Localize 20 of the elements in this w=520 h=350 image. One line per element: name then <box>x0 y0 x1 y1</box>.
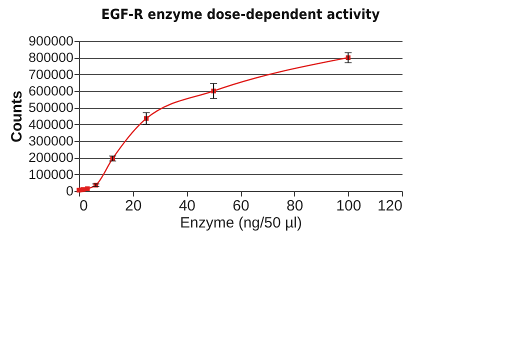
chart-title: EGF-R enzyme dose-dependent activity <box>101 7 380 23</box>
y-tick-label: 200000 <box>28 150 74 166</box>
y-axis-title: Counts <box>8 90 26 142</box>
y-tick-label: 400000 <box>28 116 74 132</box>
y-tick-label: 100000 <box>28 166 74 182</box>
x-tick-label: 60 <box>232 198 250 214</box>
x-axis-title: Enzyme (ng/50 µl) <box>180 214 302 232</box>
y-tick-label: 0 <box>66 184 74 198</box>
x-tick-label: 20 <box>124 198 142 214</box>
y-tick-label: 800000 <box>28 50 74 66</box>
x-tick-label: 100 <box>336 198 362 214</box>
x-tick-label: 80 <box>286 198 304 214</box>
x-tick-label: 40 <box>178 198 196 214</box>
y-tick-label: 300000 <box>28 134 74 148</box>
y-tick-label: 900000 <box>28 34 74 48</box>
x-tick-label: 0 <box>80 198 88 214</box>
x-tick-label: 120 <box>377 198 402 214</box>
y-tick-label: 500000 <box>28 100 74 116</box>
y-tick-label: 600000 <box>28 84 74 98</box>
y-tick-label: 700000 <box>28 66 74 82</box>
